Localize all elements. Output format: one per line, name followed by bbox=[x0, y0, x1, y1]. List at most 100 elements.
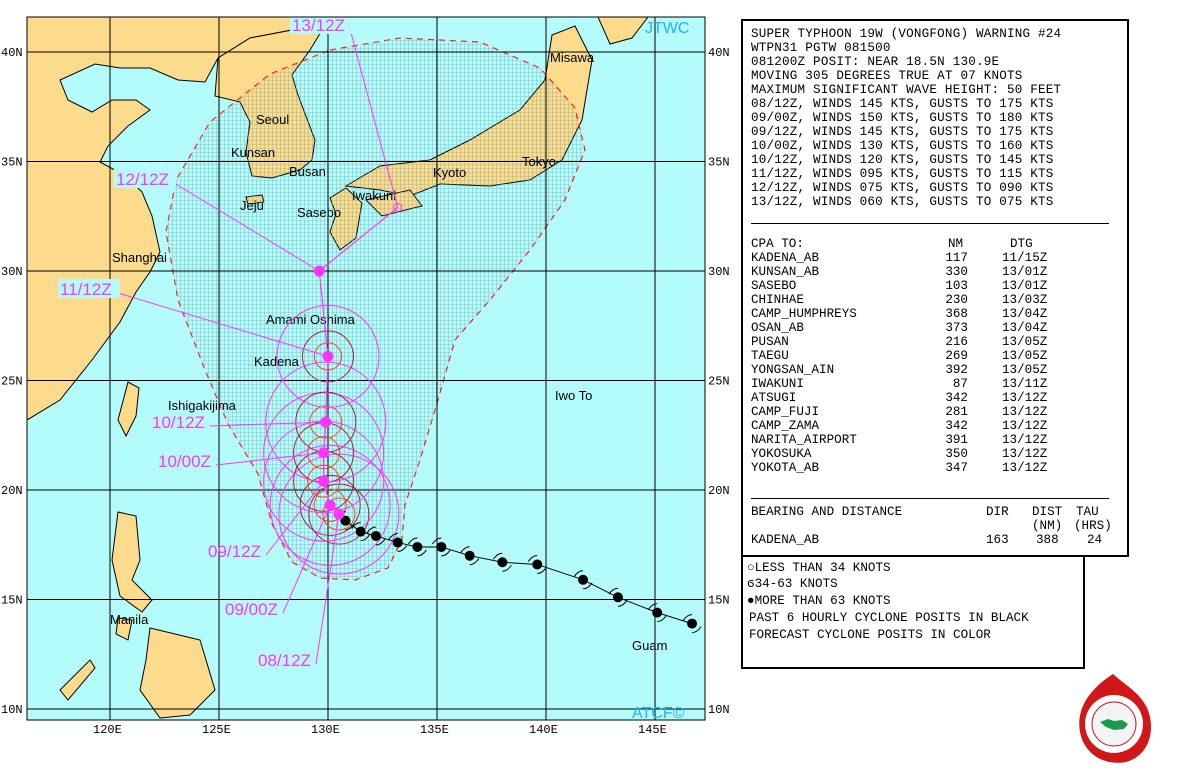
place-label: Busan bbox=[289, 164, 326, 179]
cpa-site: PUSAN bbox=[751, 335, 789, 349]
cpa-dtg: 13/05Z bbox=[1002, 349, 1048, 363]
warning-line: 09/00Z, WINDS 150 KTS, GUSTS TO 180 KTS bbox=[751, 111, 1054, 125]
divider bbox=[751, 223, 1109, 224]
forecast-time-label: 10/00Z bbox=[158, 452, 211, 471]
cpa-header: NM bbox=[948, 237, 964, 251]
landmass-hokkaido bbox=[597, 17, 649, 45]
forecast-leader-line bbox=[349, 28, 399, 208]
lat-label-right: 25N bbox=[708, 375, 730, 389]
wind-radius-64kt bbox=[322, 497, 356, 531]
place-label: Amami Oshima bbox=[266, 312, 356, 327]
cpa-site: YONGSAN_AIN bbox=[751, 363, 835, 377]
cpa-dtg: 13/12Z bbox=[1002, 433, 1048, 447]
cpa-distance: 216 bbox=[945, 335, 968, 349]
lat-label-left: 35N bbox=[1, 156, 23, 170]
lon-label: 120E bbox=[93, 723, 122, 737]
filled-cyclone-icon: ● bbox=[747, 594, 755, 608]
dist-header: DIST bbox=[1032, 505, 1063, 519]
axis-labels: 40N 40N 35N 35N 30N 30N 25N 25N 20N 20N 15N 15N 10N 1… bbox=[1, 46, 730, 737]
landmass-taiwan bbox=[117, 381, 140, 438]
cpa-distance: 342 bbox=[945, 391, 968, 405]
wind-radius-34kt bbox=[276, 304, 380, 408]
lat-label-right: 35N bbox=[708, 156, 730, 170]
place-label: Tokyo bbox=[522, 154, 556, 169]
legend-note-forecast: FORECAST CYCLONE POSITS IN COLOR bbox=[749, 628, 991, 642]
cpa-dtg: 13/12Z bbox=[1002, 461, 1048, 475]
tau-header: TAU bbox=[1076, 505, 1099, 519]
cpa-dtg: 13/01Z bbox=[1002, 279, 1048, 293]
warning-line: 13/12Z, WINDS 060 KTS, GUSTS TO 075 KTS bbox=[751, 195, 1054, 209]
cyclone-symbol-icon bbox=[573, 570, 593, 590]
place-label: Shanghai bbox=[112, 250, 167, 265]
warning-panel: SUPER TYPHOON 19W (VONGFONG) WARNING #24… bbox=[741, 19, 1129, 557]
past-position-marker bbox=[340, 515, 351, 526]
cyclone-symbol-icon bbox=[351, 522, 371, 542]
cpa-distance: 269 bbox=[945, 349, 968, 363]
wind-radius-34kt bbox=[278, 453, 400, 575]
forecast-time-label: 09/12Z bbox=[208, 542, 261, 561]
place-label: Sasebo bbox=[297, 205, 341, 220]
cpa-distance: 117 bbox=[945, 251, 968, 265]
forecast-label-bg bbox=[114, 169, 176, 188]
cyclone-symbol-icon bbox=[608, 587, 628, 607]
jtwc-logo bbox=[1079, 674, 1152, 763]
cpa-dtg: 13/04Z bbox=[1002, 321, 1048, 335]
wind-radius-50kt bbox=[302, 330, 354, 383]
cpa-site: ATSUGI bbox=[751, 391, 797, 405]
cyclone-symbol-icon bbox=[388, 533, 408, 553]
cpa-distance: 350 bbox=[945, 447, 968, 461]
cpa-dtg: 13/05Z bbox=[1002, 335, 1048, 349]
bearing-dist: 388 bbox=[1036, 533, 1059, 547]
dist-unit: (NM) bbox=[1032, 519, 1063, 533]
place-label: Seoul bbox=[256, 112, 289, 127]
lat-label-left: 30N bbox=[1, 265, 23, 279]
warning-line: 10/12Z, WINDS 120 KTS, GUSTS TO 145 KTS bbox=[751, 153, 1054, 167]
lat-label-right: 10N bbox=[708, 703, 730, 717]
cpa-dtg: 13/01Z bbox=[1002, 265, 1048, 279]
cpa-dtg: 13/12Z bbox=[1002, 391, 1048, 405]
cpa-site: OSAN_AB bbox=[751, 321, 804, 335]
forecast-time-label: 12/12Z bbox=[116, 170, 169, 189]
past-position-marker bbox=[497, 557, 508, 568]
cpa-dtg: 13/03Z bbox=[1002, 293, 1048, 307]
forecast-leader-line bbox=[173, 182, 320, 272]
past-position-marker bbox=[464, 550, 475, 561]
forecast-leader-line bbox=[282, 505, 331, 614]
lat-label-left: 10N bbox=[1, 703, 23, 717]
cpa-dtg: 13/12Z bbox=[1002, 419, 1048, 433]
place-label: Kyoto bbox=[433, 165, 466, 180]
cpa-site: SASEBO bbox=[751, 279, 797, 293]
forecast-time-label: 10/12Z bbox=[152, 413, 205, 432]
wind-radii bbox=[263, 304, 400, 575]
cpa-site: NARITA_AIRPORT bbox=[751, 433, 857, 447]
cpa-site: KUNSAN_AB bbox=[751, 265, 820, 279]
place-label: Guam bbox=[632, 638, 667, 653]
divider bbox=[751, 498, 1109, 499]
cpa-site: CHINHAE bbox=[751, 293, 804, 307]
forecast-label-bg bbox=[290, 17, 352, 34]
cpa-distance: 330 bbox=[945, 265, 968, 279]
legend-item: ●MORE THAN 63 KNOTS bbox=[747, 594, 891, 608]
place-label: Misawa bbox=[550, 50, 595, 65]
typhoon-track-map: Misawa Seoul Kunsan Busan Tokyo Kyoto Iwakuni J… bbox=[1, 16, 730, 737]
place-label: Iwo To bbox=[555, 388, 592, 403]
lat-label-left: 15N bbox=[1, 594, 23, 608]
lat-label-right: 30N bbox=[708, 265, 730, 279]
landmass-mindoro bbox=[115, 617, 133, 641]
place-label: Ishigakijima bbox=[168, 398, 237, 413]
lon-label: 140E bbox=[529, 723, 558, 737]
past-position-marker bbox=[652, 607, 663, 618]
lat-label-left: 40N bbox=[1, 46, 23, 60]
cpa-distance: 368 bbox=[945, 307, 968, 321]
past-position-marker bbox=[687, 618, 698, 629]
lat-label-left: 25N bbox=[1, 375, 23, 389]
forecast-time-label: 11/12Z bbox=[60, 280, 112, 299]
forecast-leader-line bbox=[209, 421, 326, 427]
wind-radius-64kt bbox=[313, 488, 347, 522]
dir-header: DIR bbox=[986, 505, 1009, 519]
wind-radius-50kt bbox=[308, 483, 370, 545]
forecast-label-bg bbox=[58, 279, 120, 298]
place-label: Manila bbox=[110, 612, 149, 627]
cpa-dtg: 13/12Z bbox=[1002, 447, 1048, 461]
forecast-leader-line bbox=[117, 292, 329, 357]
